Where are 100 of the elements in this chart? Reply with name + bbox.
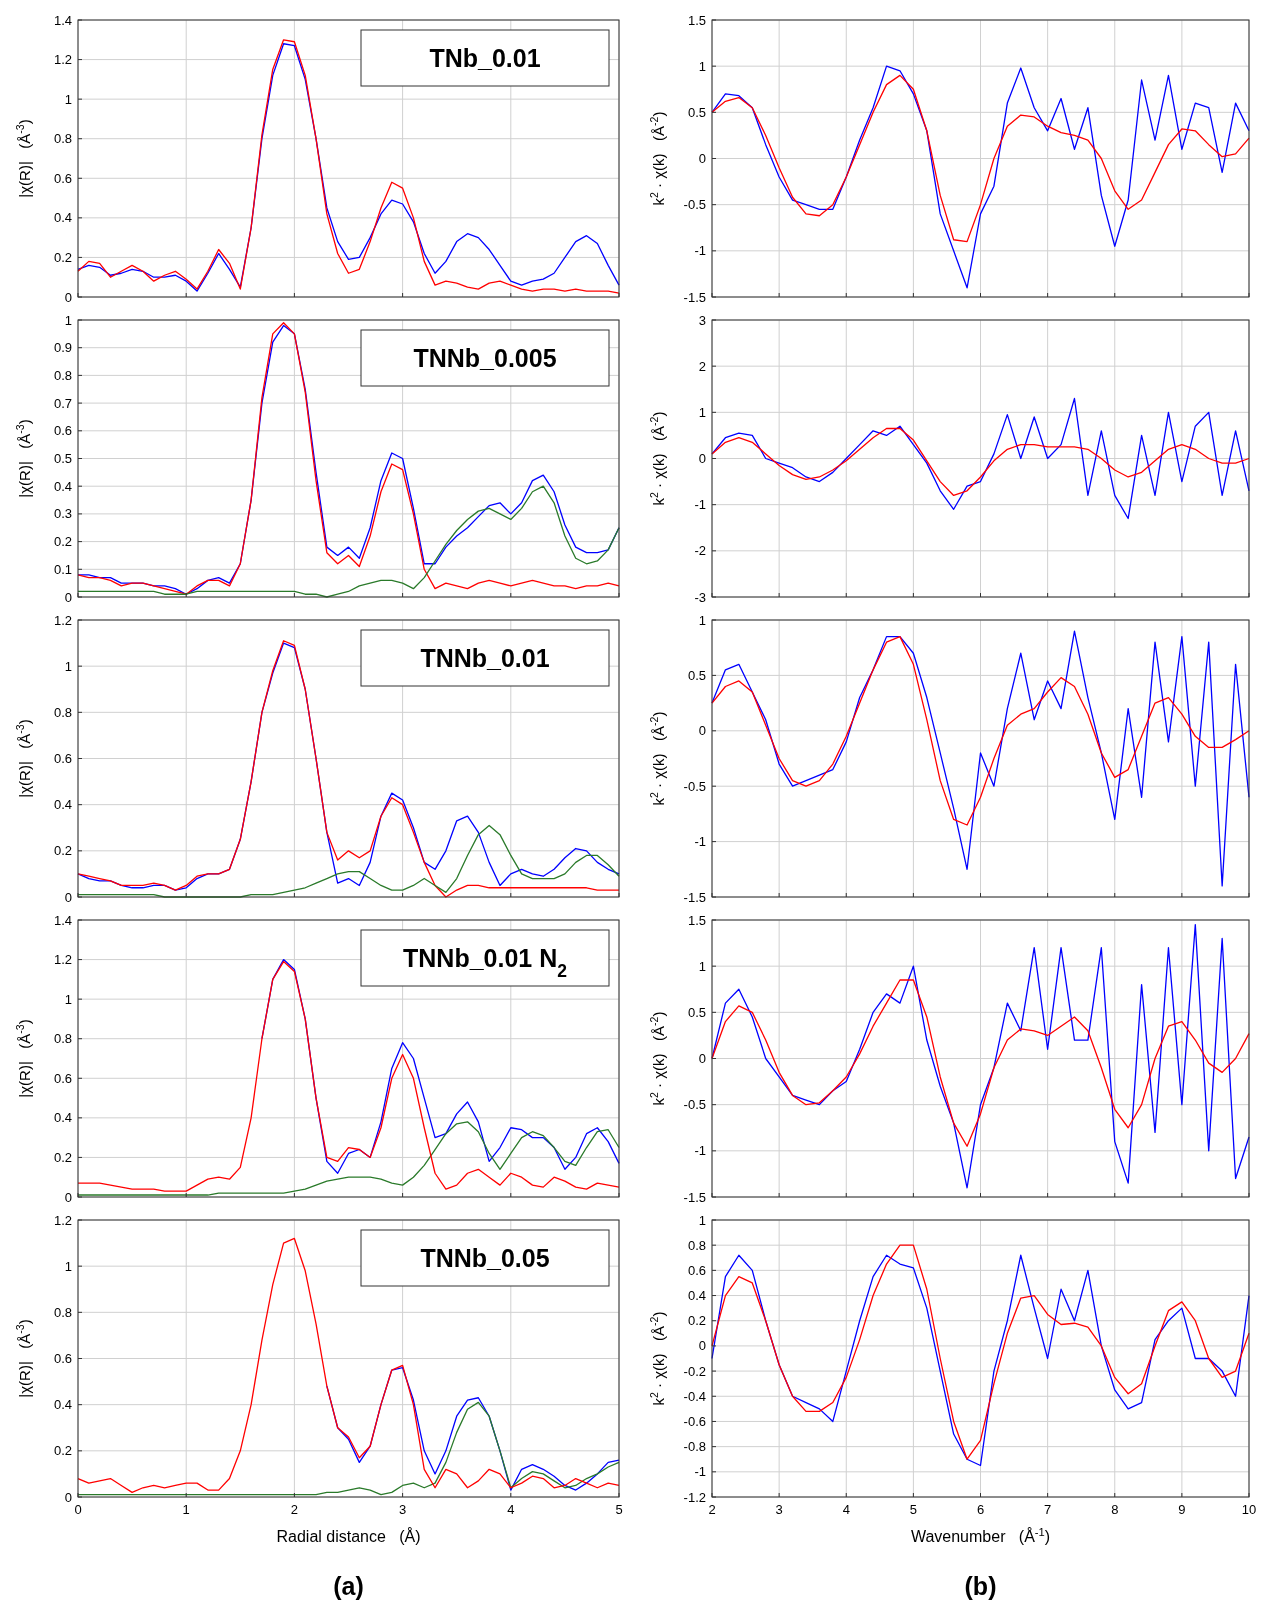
line-series [711, 74, 1250, 243]
y-tick-label: 0 [64, 889, 72, 905]
y-tick-label: 1.2 [53, 612, 72, 628]
x-tick-label: 2 [290, 1502, 299, 1517]
y-tick-label: 1 [698, 404, 706, 420]
y-tick-label: 1 [64, 658, 72, 674]
y-tick-label: 0.8 [53, 1304, 72, 1320]
y-tick-label: 1 [64, 91, 72, 107]
y-tick-label: 0.6 [53, 1070, 72, 1086]
x-tick-label: 6 [976, 1502, 985, 1517]
line-series [711, 65, 1250, 289]
text: (a) [333, 1572, 364, 1600]
y-tick-label: 0.8 [53, 367, 72, 383]
y-tick-label: 0 [698, 1051, 706, 1067]
y-tick-label: 1.5 [687, 12, 706, 28]
y-tick-label: 0 [64, 289, 72, 305]
x-tick-label: 10 [1241, 1502, 1257, 1517]
y-tick-label: 0.2 [687, 1313, 706, 1329]
x-tick-label: 1 [182, 1502, 190, 1517]
x-tick-label: 2 [708, 1502, 716, 1517]
y-tick-label: 1.2 [53, 1212, 72, 1228]
y-tick-label: 0.5 [687, 1004, 706, 1020]
y-tick-label: 3 [698, 312, 706, 328]
y-tick-label: 1.5 [687, 912, 706, 928]
x-tick-label: 3 [775, 1502, 783, 1517]
y-tick-label: 0.1 [53, 561, 72, 577]
y-tick-label: -3 [694, 589, 706, 605]
text: TNNb_0.01 N$_{2}$ [403, 944, 568, 981]
y-tick-label: -0.5 [683, 778, 706, 794]
line-series [711, 923, 1250, 1189]
y-tick-label: -0.8 [683, 1439, 706, 1455]
x-tick-label: 9 [1178, 1502, 1186, 1517]
line-series [77, 1237, 620, 1494]
line-series [711, 427, 1250, 497]
y-tick-label: -1 [694, 1464, 706, 1480]
y-tick-label: 0 [64, 1189, 72, 1205]
y-tick-label: 1.4 [53, 912, 72, 928]
line-series [711, 979, 1250, 1147]
y-tick-label: 0 [698, 151, 706, 167]
line-series [711, 635, 1250, 826]
y-tick-label: -1.5 [683, 889, 706, 905]
x-tick-label: 4 [842, 1502, 850, 1517]
y-tick-label: -1 [694, 834, 706, 850]
y-tick-label: 0.6 [53, 751, 72, 767]
y-tick-label: 0.8 [53, 704, 72, 720]
text: TNb_0.01 [429, 44, 541, 72]
y-tick-label: 0.4 [53, 210, 72, 226]
x-tick-label: 4 [507, 1502, 515, 1517]
y-tick-label: 0.2 [53, 1443, 72, 1459]
y-tick-label: 0.5 [687, 667, 706, 683]
y-tick-label: 0.8 [53, 1031, 72, 1047]
y-tick-label: -1 [694, 243, 706, 259]
y-tick-label: 0.2 [53, 534, 72, 550]
x-tick-label: 0 [74, 1502, 82, 1517]
y-tick-label: 0.5 [687, 104, 706, 120]
y-tick-label: 2 [698, 358, 706, 374]
y-tick-label: 0.6 [687, 1262, 706, 1278]
y-tick-label: 0 [698, 1338, 706, 1354]
y-tick-label: -1.5 [683, 1189, 706, 1205]
y-tick-label: 0.4 [53, 1397, 72, 1413]
y-tick-label: -0.5 [683, 1097, 706, 1113]
y-tick-label: 0.5 [53, 451, 72, 467]
y-tick-label: -2 [694, 543, 706, 559]
text: (b) [964, 1572, 997, 1600]
y-tick-label: -0.6 [683, 1414, 706, 1429]
y-tick-label: 0.4 [53, 478, 72, 494]
x-tick-label: 7 [1044, 1502, 1052, 1517]
y-tick-label: 1 [64, 1258, 72, 1274]
y-tick-label: 0 [698, 451, 706, 467]
y-tick-label: 0 [64, 589, 72, 605]
y-tick-label: 1.2 [53, 952, 72, 968]
x-tick-label: 5 [615, 1502, 623, 1517]
y-tick-label: 1.4 [53, 12, 72, 28]
y-tick-label: 0.6 [53, 170, 72, 186]
y-tick-label: 0.4 [53, 797, 72, 813]
x-tick-label: 3 [398, 1502, 407, 1517]
text: TNNb_0.005 [413, 344, 557, 372]
y-tick-label: 0.6 [53, 423, 72, 439]
y-tick-label: 0.3 [53, 506, 72, 522]
x-axis-title: Radial distance (Å) [276, 1527, 421, 1545]
x-axis-title: Wavenumber (Å$^{-1}$) [910, 1526, 1051, 1545]
y-tick-label: 0 [698, 723, 706, 739]
text: TNNb_0.01 [420, 644, 550, 672]
y-tick-label: 0.8 [53, 131, 72, 147]
y-tick-label: 0.2 [53, 843, 72, 859]
y-tick-label: 1 [698, 612, 706, 628]
line-series [711, 630, 1250, 887]
y-tick-label: 1.2 [53, 52, 72, 68]
y-tick-label: -0.4 [683, 1388, 706, 1404]
y-tick-label: 1 [64, 312, 72, 328]
y-tick-label: 0.6 [53, 1351, 72, 1367]
y-tick-label: -1.5 [683, 289, 706, 305]
y-tick-label: 0.2 [53, 249, 72, 265]
y-tick-label: 0.4 [687, 1288, 706, 1304]
y-tick-label: -0.5 [683, 197, 706, 213]
y-tick-label: 0.2 [53, 1149, 72, 1165]
x-tick-label: 8 [1111, 1502, 1119, 1517]
y-tick-label: 1 [698, 958, 706, 974]
line-series [711, 397, 1250, 520]
y-tick-label: -1 [694, 1143, 706, 1159]
